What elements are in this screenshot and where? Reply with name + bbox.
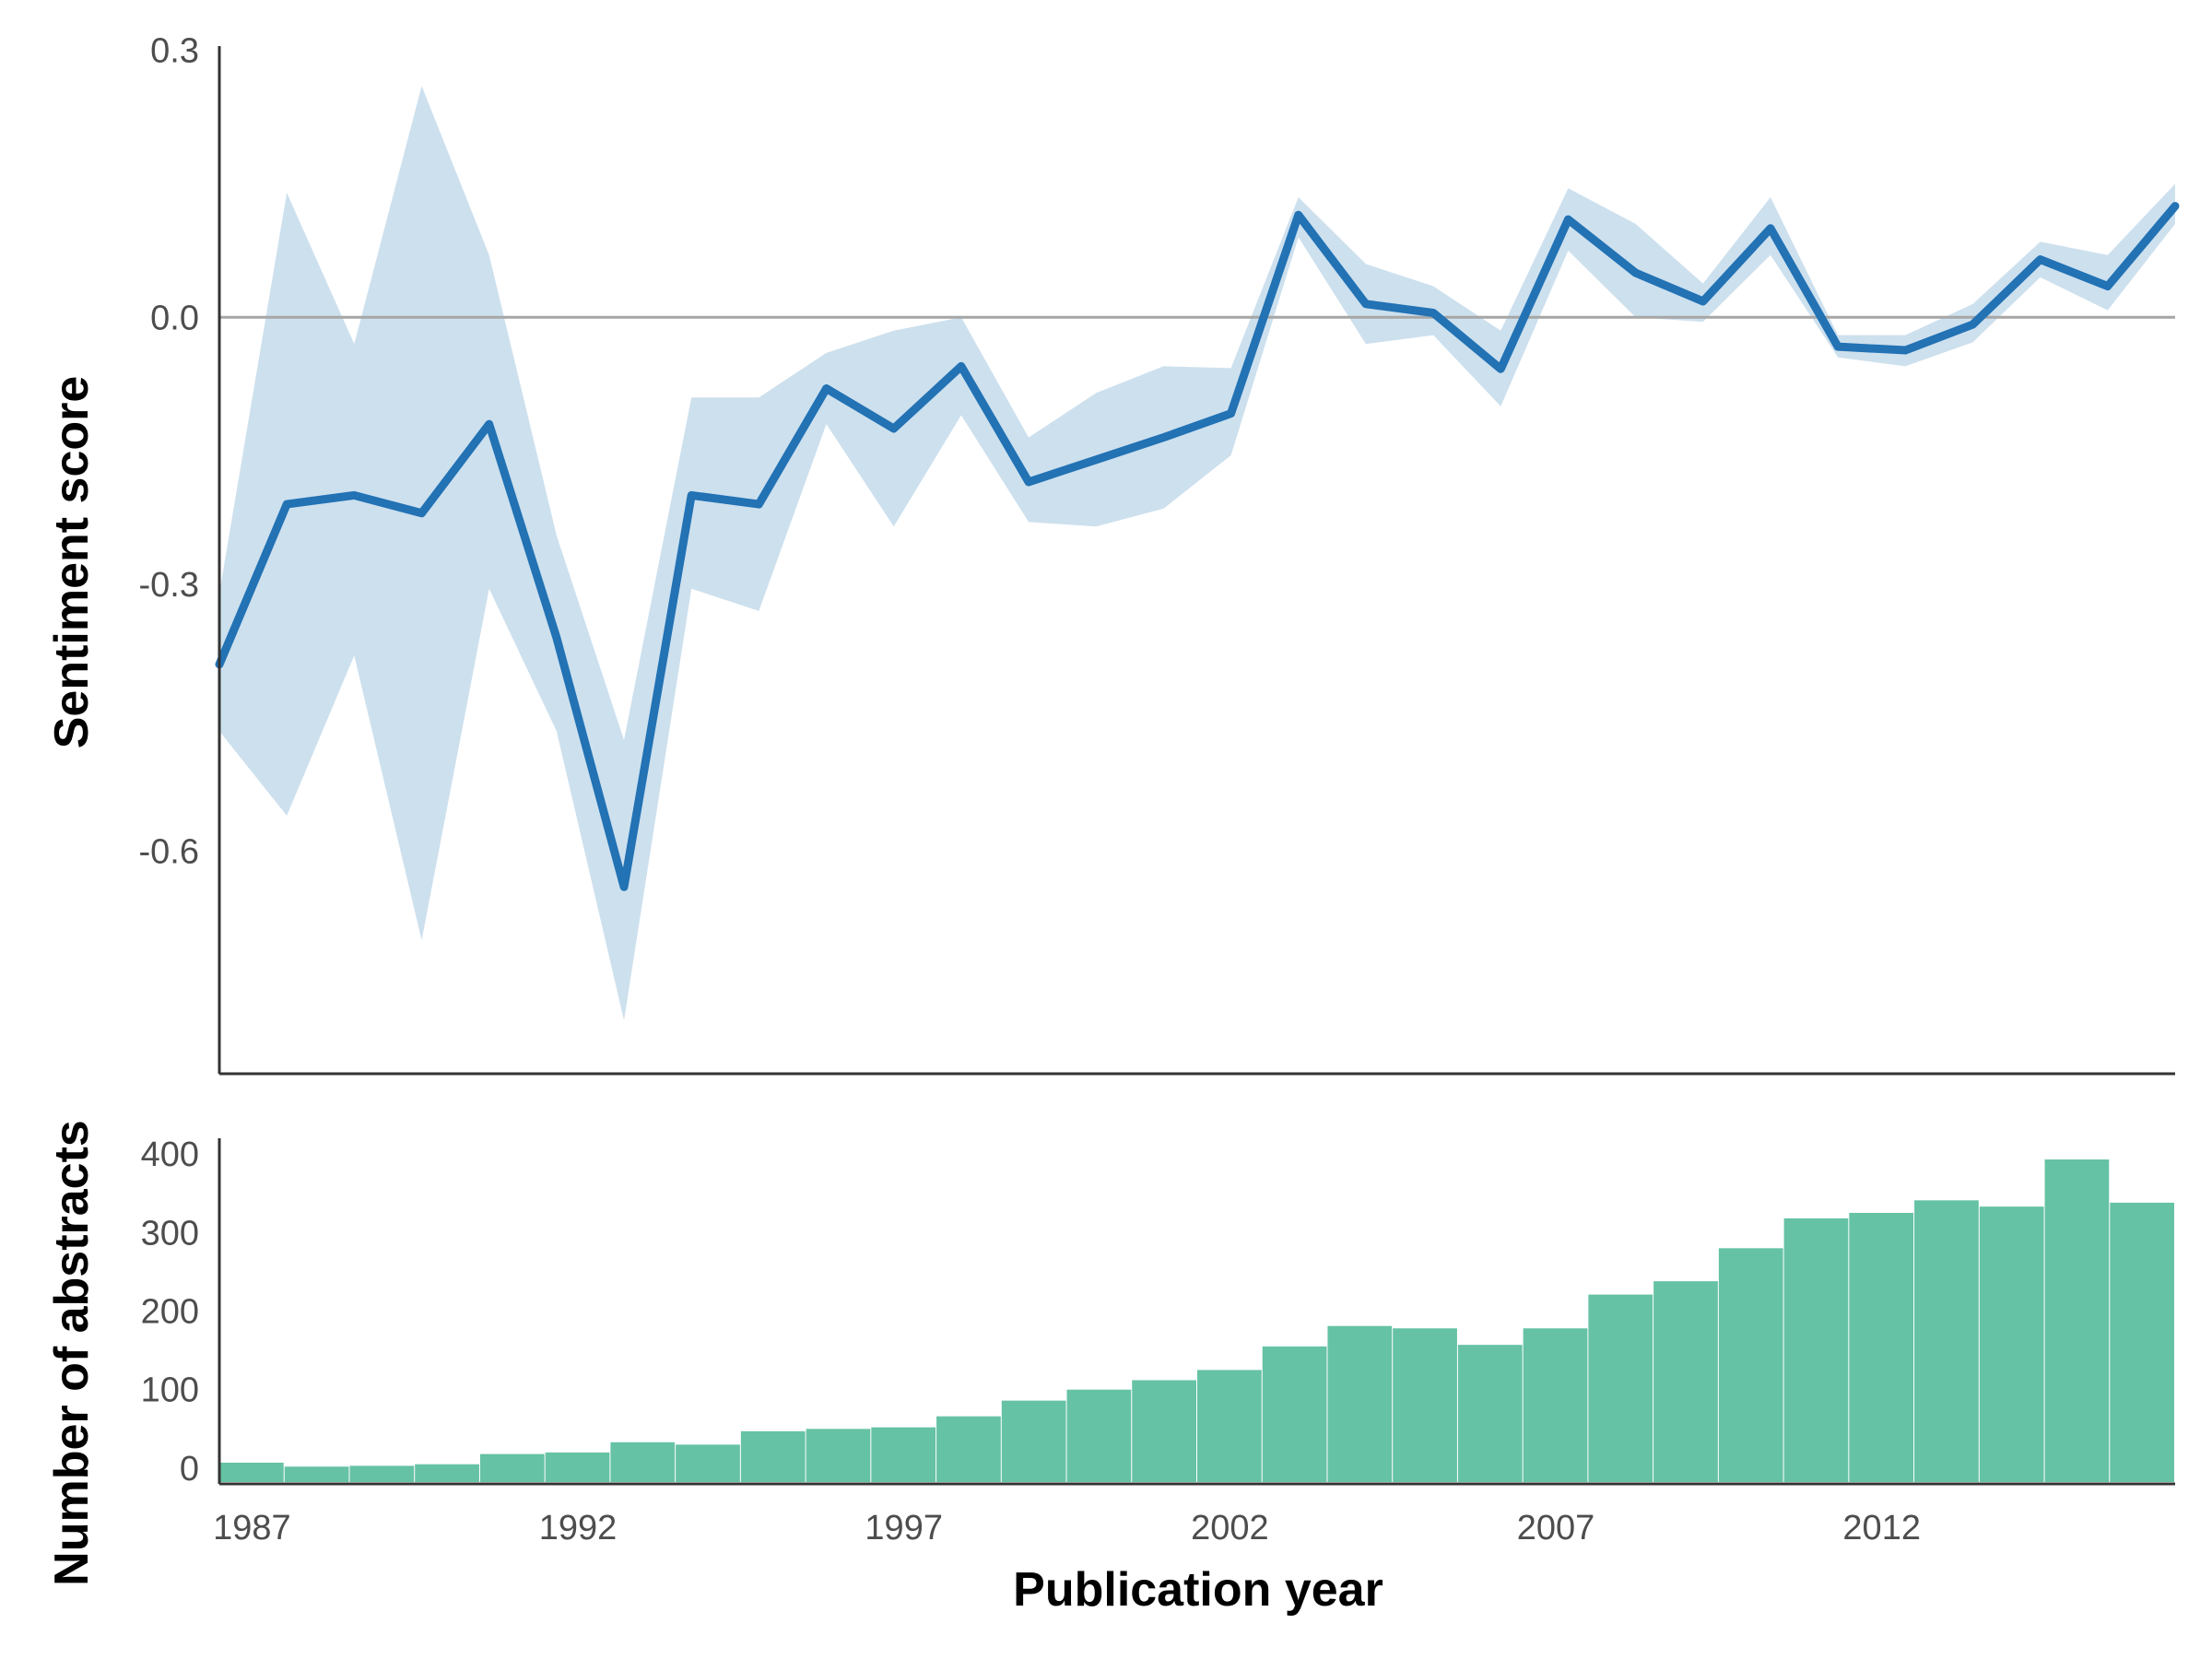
abstracts-bar-2016 bbox=[2110, 1202, 2174, 1482]
abstracts-bar-1988 bbox=[284, 1466, 349, 1482]
sentiment-y-tick-label: 0.0 bbox=[150, 299, 199, 337]
abstracts-bar-1992 bbox=[545, 1452, 610, 1482]
confidence-band bbox=[219, 86, 2175, 1021]
sentiment-y-ticks: 0.3 0.0 -0.3 -0.6 bbox=[139, 32, 199, 872]
x-axis-title: Publication year bbox=[1013, 1563, 1383, 1617]
confidence-band-layer bbox=[219, 86, 2175, 1021]
year-x-tick-label: 2012 bbox=[1842, 1509, 1921, 1547]
abstracts-bar-layer bbox=[219, 1159, 2174, 1482]
abstracts-bar-1996 bbox=[806, 1429, 871, 1482]
abstracts-y-tick-label: 300 bbox=[141, 1214, 199, 1253]
abstracts-bar-2008 bbox=[1588, 1294, 1653, 1482]
abstracts-bar-2000 bbox=[1066, 1389, 1132, 1482]
abstracts-bar-2004 bbox=[1327, 1325, 1393, 1482]
abstracts-bar-1994 bbox=[676, 1444, 740, 1482]
abstracts-bar-2003 bbox=[1262, 1346, 1327, 1482]
sentiment-y-axis-title: Sentiment score bbox=[45, 376, 99, 749]
abstracts-bar-2012 bbox=[1849, 1212, 1914, 1482]
sentiment-y-tick-label: -0.6 bbox=[139, 833, 199, 872]
year-x-ticks: 1987 1992 1997 2002 2007 2012 bbox=[213, 1509, 1921, 1547]
year-x-tick-label: 2002 bbox=[1191, 1509, 1269, 1547]
year-x-tick-label: 1992 bbox=[539, 1509, 618, 1547]
abstracts-bar-2009 bbox=[1653, 1281, 1718, 1482]
abstracts-bar-2005 bbox=[1393, 1328, 1457, 1482]
abstracts-y-tick-label: 200 bbox=[141, 1293, 199, 1332]
year-x-tick-label: 1987 bbox=[213, 1509, 291, 1547]
abstracts-bar-1987 bbox=[219, 1462, 284, 1482]
abstracts-bar-2007 bbox=[1523, 1328, 1588, 1482]
abstracts-axes bbox=[218, 1138, 2175, 1486]
abstracts-bar-2002 bbox=[1197, 1370, 1262, 1482]
abstracts-bar-1990 bbox=[415, 1464, 479, 1482]
abstracts-panel: 0 100 200 300 400 1987 1992 1997 2002 2007 2012 bbox=[141, 1135, 2175, 1547]
sentiment-axes bbox=[218, 46, 2175, 1076]
abstracts-bar-2011 bbox=[1783, 1218, 1849, 1482]
sentiment-y-tick-label: 0.3 bbox=[150, 32, 199, 71]
sentiment-line-layer bbox=[215, 202, 2180, 891]
abstracts-bar-1998 bbox=[936, 1416, 1001, 1482]
abstracts-bar-1989 bbox=[349, 1465, 415, 1482]
abstracts-y-ticks: 0 100 200 300 400 bbox=[141, 1135, 199, 1488]
sentiment-series-line bbox=[215, 202, 2180, 891]
abstracts-bar-1999 bbox=[1001, 1400, 1066, 1482]
abstracts-y-tick-label: 400 bbox=[141, 1135, 199, 1174]
abstracts-y-axis-title: Number of abstracts bbox=[45, 1120, 99, 1586]
abstracts-bar-1997 bbox=[871, 1427, 936, 1482]
abstracts-y-tick-label: 0 bbox=[180, 1450, 199, 1488]
abstracts-bar-2006 bbox=[1457, 1345, 1523, 1482]
abstracts-bar-2014 bbox=[1979, 1206, 2044, 1482]
year-x-tick-label: 2007 bbox=[1517, 1509, 1595, 1547]
abstracts-bar-1991 bbox=[479, 1453, 545, 1482]
abstracts-bar-2015 bbox=[2044, 1159, 2110, 1482]
abstracts-bar-1995 bbox=[740, 1430, 806, 1482]
abstracts-y-tick-label: 100 bbox=[141, 1371, 199, 1410]
abstracts-bar-1993 bbox=[610, 1441, 676, 1482]
abstracts-bar-2010 bbox=[1718, 1248, 1783, 1482]
abstracts-bar-2001 bbox=[1132, 1380, 1196, 1482]
sentiment-panel: 0.3 0.0 -0.3 -0.6 bbox=[139, 32, 2180, 1076]
sentiment-y-tick-label: -0.3 bbox=[139, 566, 199, 605]
abstracts-bar-2013 bbox=[1914, 1200, 1979, 1482]
year-x-tick-label: 1997 bbox=[865, 1509, 943, 1547]
